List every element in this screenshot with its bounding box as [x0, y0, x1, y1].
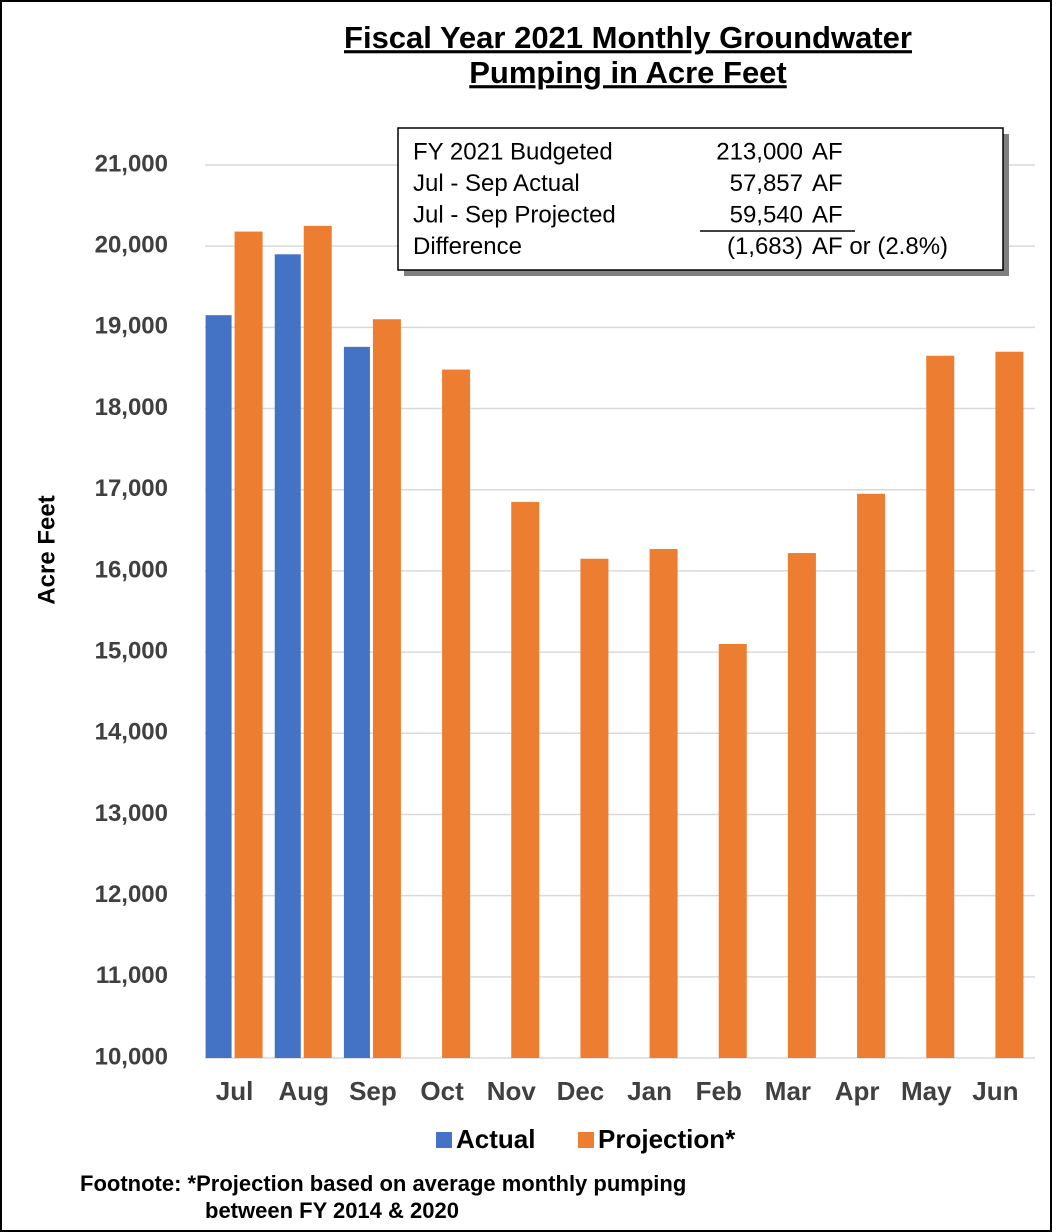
- box-label: FY 2021 Budgeted: [413, 138, 613, 165]
- bar: [787, 553, 816, 1058]
- box-unit: AF: [812, 201, 843, 228]
- y-tick-label: 10,000: [95, 1043, 168, 1070]
- y-tick-label: 20,000: [95, 232, 168, 259]
- box-unit: AF: [812, 170, 843, 197]
- x-tick-label: Apr: [835, 1076, 880, 1106]
- box-unit: AF: [812, 138, 843, 165]
- y-tick-label: 21,000: [95, 150, 168, 177]
- bar: [995, 351, 1024, 1059]
- x-tick-label: Jun: [972, 1076, 1018, 1106]
- y-tick-label: 18,000: [95, 394, 168, 421]
- bar: [857, 493, 886, 1058]
- y-tick-label: 11,000: [96, 962, 168, 989]
- x-tick-label: Aug: [278, 1076, 329, 1106]
- bar: [343, 346, 370, 1058]
- y-tick-label: 15,000: [95, 637, 168, 664]
- box-label: Jul - Sep Actual: [413, 170, 580, 197]
- bar: [926, 355, 955, 1058]
- x-tick-label: Sep: [349, 1076, 397, 1106]
- bar: [649, 548, 678, 1058]
- x-tick-label: May: [901, 1076, 952, 1106]
- bar: [205, 315, 232, 1058]
- box-value: 59,540: [730, 201, 803, 228]
- y-tick-label: 14,000: [95, 719, 168, 746]
- box-unit: AF or (2.8%): [812, 233, 948, 260]
- bar: [274, 254, 301, 1059]
- legend-swatch: [578, 1132, 594, 1148]
- legend-swatch: [436, 1132, 452, 1148]
- y-axis-label: Acre Feet: [33, 495, 60, 604]
- bar: [511, 501, 540, 1058]
- box-label: Jul - Sep Projected: [413, 201, 616, 228]
- annotation-box: [397, 127, 1004, 271]
- legend-label: Actual: [456, 1124, 535, 1154]
- x-tick-label: Feb: [696, 1076, 742, 1106]
- box-value: 57,857: [730, 170, 803, 197]
- x-tick-label: Mar: [765, 1076, 811, 1106]
- y-tick-label: 16,000: [95, 556, 168, 583]
- footnote: between FY 2014 & 2020: [205, 1198, 459, 1223]
- y-tick-label: 17,000: [95, 475, 168, 502]
- x-tick-label: Jan: [627, 1076, 672, 1106]
- box-value: (1,683): [727, 233, 803, 260]
- chart-title: Pumping in Acre Feet: [469, 55, 787, 90]
- footnote: Footnote: *Projection based on average m…: [80, 1171, 686, 1196]
- x-tick-label: Jul: [216, 1076, 254, 1106]
- bar: [372, 319, 401, 1058]
- box-value: 213,000: [716, 138, 803, 165]
- y-tick-label: 13,000: [95, 800, 168, 827]
- bar: [580, 558, 609, 1058]
- bar: [303, 225, 332, 1059]
- bar: [718, 643, 747, 1058]
- y-tick-label: 19,000: [95, 313, 168, 340]
- bar: [234, 231, 263, 1058]
- legend-label: Projection*: [598, 1124, 736, 1154]
- x-tick-label: Nov: [487, 1076, 537, 1106]
- x-tick-label: Oct: [420, 1076, 464, 1106]
- box-label: Difference: [413, 233, 522, 260]
- y-tick-label: 12,000: [95, 881, 168, 908]
- x-tick-label: Dec: [557, 1076, 605, 1106]
- chart-title: Fiscal Year 2021 Monthly Groundwater: [344, 20, 912, 55]
- bar: [442, 369, 471, 1058]
